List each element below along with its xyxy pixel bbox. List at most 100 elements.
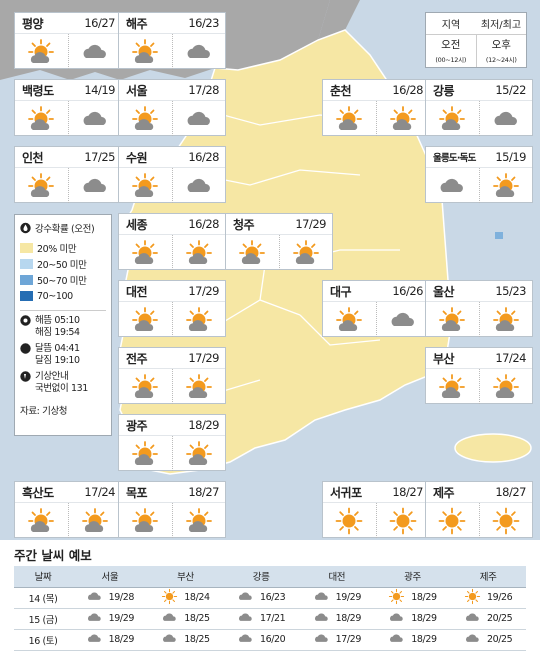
city-temp: 16/23 <box>188 16 219 30</box>
weekly-cell: 18/29 <box>298 608 375 630</box>
city-temp: 17/29 <box>295 217 326 231</box>
city-temp: 16/28 <box>392 83 423 97</box>
sun-cloud-icon <box>119 34 172 69</box>
rain-probability-legend: 강수확률 (오전) 20% 미만 20~50 미만 50~70 미만 70~100 해… <box>14 214 112 436</box>
rain-swatch-label: 20~50 미만 <box>37 260 87 271</box>
weekly-cell: 19/29 <box>298 587 375 609</box>
sun-cloud-icon <box>171 302 226 337</box>
rain-swatch <box>20 243 33 253</box>
cloud-icon <box>313 630 330 650</box>
weekly-row: 14 (목) 19/28 18/24 16/23 19/29 18/29 19/26 <box>14 587 526 609</box>
weekly-cell: 16/20 <box>223 629 299 651</box>
city-temp: 17/29 <box>188 351 219 365</box>
rain-swatch <box>20 259 33 269</box>
sunrise-label: 해뜸 <box>35 315 52 326</box>
sun-cloud-icon <box>119 369 172 404</box>
city-card: 춘천 16/28 <box>322 79 430 136</box>
city-temp: 15/19 <box>495 150 526 164</box>
city-temp: 18/27 <box>392 485 423 499</box>
weekly-temp: 19/29 <box>108 613 135 624</box>
cloud-icon <box>86 609 103 629</box>
city-temp: 16/28 <box>188 217 219 231</box>
city-temp: 17/24 <box>84 485 115 499</box>
cloud-icon <box>67 168 122 203</box>
weekly-cell: 17/29 <box>298 629 375 651</box>
city-temp: 16/28 <box>188 150 219 164</box>
sun-cloud-icon <box>426 369 479 404</box>
cloud-icon <box>171 101 226 136</box>
cloud-icon <box>161 609 178 629</box>
hotline-number: 131 <box>71 383 88 394</box>
moonrise-time: 04:41 <box>54 343 80 354</box>
cloud-icon <box>388 630 405 650</box>
cloud-icon <box>67 34 122 69</box>
city-name: 전주 <box>126 351 148 366</box>
city-temp: 17/24 <box>495 351 526 365</box>
sun-icon <box>161 588 178 608</box>
city-name: 흑산도 <box>22 485 54 500</box>
weekly-cell: 18/25 <box>147 608 224 630</box>
weekly-forecast-title: 주간 날씨 예보 <box>14 548 92 563</box>
weekly-header-cell: 날짜 <box>14 566 72 588</box>
weekly-temp: 19/28 <box>108 592 135 603</box>
cloud-icon <box>171 34 226 69</box>
sunset-time: 19:54 <box>54 327 80 338</box>
city-card: 평양 16/27 <box>14 12 122 69</box>
cloud-icon <box>464 609 481 629</box>
weekly-header-cell: 제주 <box>450 566 526 588</box>
rain-swatch-label: 70~100 <box>37 290 73 302</box>
sun-cloud-icon <box>15 101 68 136</box>
jeju-island <box>454 433 532 463</box>
city-temp: 17/28 <box>188 83 219 97</box>
city-name: 춘천 <box>330 83 352 98</box>
raindrop-icon <box>20 222 31 234</box>
weekly-row: 15 (금) 19/29 18/25 17/21 18/29 18/29 20/25 <box>14 608 526 630</box>
ulleung-marker <box>495 232 503 239</box>
phone-info-icon <box>20 371 31 382</box>
weekly-date: 14 (목) <box>14 587 72 609</box>
weekly-date: 15 (금) <box>14 608 72 630</box>
city-card: 대구 16/26 <box>322 280 430 337</box>
city-temp: 18/27 <box>188 485 219 499</box>
sun-cloud-icon <box>119 302 172 337</box>
weekly-temp: 18/25 <box>184 613 210 624</box>
city-name: 부산 <box>433 351 455 366</box>
weekly-temp: 17/29 <box>335 634 362 645</box>
sun-cloud-icon <box>171 369 226 404</box>
city-card: 세종 16/28 <box>118 213 226 270</box>
city-name: 인천 <box>22 150 44 165</box>
legend-am-label: 오전 <box>441 39 461 51</box>
moon-symbol-icon <box>20 343 31 354</box>
city-temp: 17/29 <box>188 284 219 298</box>
city-name: 대구 <box>330 284 352 299</box>
sun-icon <box>464 588 481 608</box>
weekly-cell: 18/25 <box>147 629 224 651</box>
weekly-date: 16 (토) <box>14 629 72 651</box>
weekly-row: 16 (토) 18/29 18/25 16/20 17/29 18/29 20/25 <box>14 629 526 651</box>
hotline-label-2: 국번없이 <box>35 383 69 394</box>
sun-cloud-icon <box>426 302 479 337</box>
city-card: 부산 17/24 <box>425 347 533 404</box>
city-card: 흑산도 17/24 <box>14 481 122 538</box>
sun-cloud-icon <box>323 302 376 337</box>
cloud-icon <box>86 630 103 650</box>
cloud-icon <box>171 168 226 203</box>
city-name: 해주 <box>126 16 148 31</box>
weekly-header-cell: 강릉 <box>223 566 299 588</box>
sun-cloud-icon <box>478 302 533 337</box>
sun-cloud-icon <box>171 503 226 538</box>
region-legend: 지역 최저/최고 오전 (00~12시) 오후 (12~24시) <box>425 12 527 68</box>
rain-swatch-row: 70~100 <box>20 288 106 304</box>
sun-cloud-icon <box>323 101 376 136</box>
city-card: 목포 18/27 <box>118 481 226 538</box>
city-card: 서울 17/28 <box>118 79 226 136</box>
weekly-temp: 19/29 <box>335 592 362 603</box>
city-card: 해주 16/23 <box>118 12 226 69</box>
weekly-temp: 18/29 <box>411 592 437 603</box>
sun-cloud-icon <box>15 168 68 203</box>
sun-symbol-icon <box>20 315 31 326</box>
sun-cloud-icon <box>226 235 279 270</box>
weekly-cell: 19/26 <box>450 587 526 609</box>
weekly-cell: 18/29 <box>72 629 148 651</box>
weekly-header-row: 날짜 서울 부산 강릉 대전 광주 제주 <box>14 566 526 588</box>
